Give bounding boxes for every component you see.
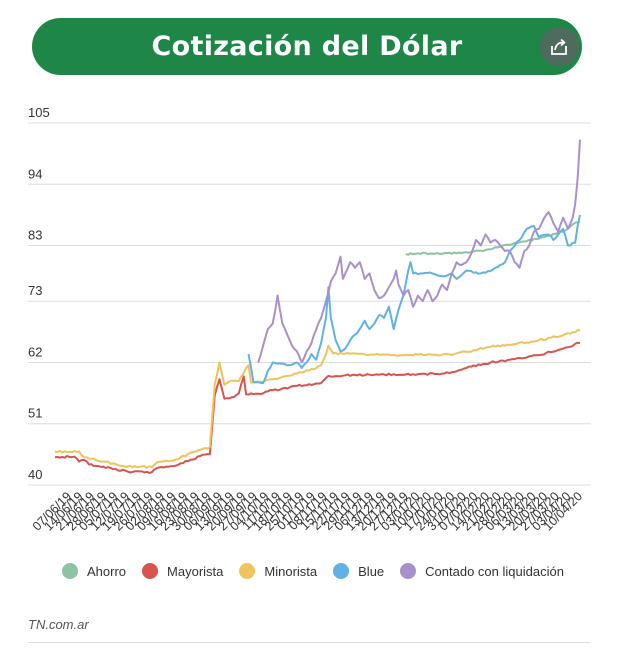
legend-item-mayorista[interactable]: Mayorista bbox=[142, 563, 223, 579]
y-tick-label: 83 bbox=[28, 228, 42, 243]
series-line-ahorro bbox=[405, 220, 581, 256]
series-line-contado-con-liquidación bbox=[257, 139, 581, 364]
y-tick-label: 94 bbox=[28, 166, 42, 181]
legend-item-blue[interactable]: Blue bbox=[333, 563, 384, 579]
legend-label: Contado con liquidación bbox=[425, 563, 564, 579]
legend-dot bbox=[400, 563, 417, 579]
share-icon bbox=[551, 38, 567, 55]
y-tick-label: 73 bbox=[28, 283, 42, 298]
page-title: Cotización del Dólar bbox=[151, 31, 463, 62]
y-tick-label: 51 bbox=[28, 406, 42, 421]
series-line-blue bbox=[247, 214, 581, 385]
legend-item-ccl[interactable]: Contado con liquidación bbox=[400, 563, 564, 579]
legend-label: Blue bbox=[358, 563, 385, 579]
y-tick-label: 62 bbox=[28, 344, 42, 359]
legend-dot bbox=[62, 563, 78, 579]
chart-header: Cotización del Dólar bbox=[32, 18, 582, 75]
footer-divider bbox=[28, 642, 590, 643]
series-line-minorista bbox=[54, 329, 581, 469]
legend-label: Ahorro bbox=[87, 563, 127, 579]
legend-item-minorista[interactable]: Minorista bbox=[239, 563, 317, 579]
chart-legend: Ahorro Mayorista Minorista Blue Contado … bbox=[62, 563, 580, 579]
series-line-mayorista bbox=[54, 341, 581, 474]
legend-label: Mayorista bbox=[167, 563, 224, 579]
share-button[interactable] bbox=[540, 27, 579, 66]
legend-dot bbox=[239, 563, 256, 579]
legend-dot bbox=[142, 563, 159, 579]
legend-label: Minorista bbox=[264, 563, 318, 579]
source-credit: TN.com.ar bbox=[28, 617, 89, 632]
y-tick-label: 40 bbox=[28, 467, 42, 482]
legend-item-ahorro[interactable]: Ahorro bbox=[62, 563, 126, 579]
y-tick-label: 105 bbox=[28, 105, 50, 120]
legend-dot bbox=[333, 563, 350, 579]
